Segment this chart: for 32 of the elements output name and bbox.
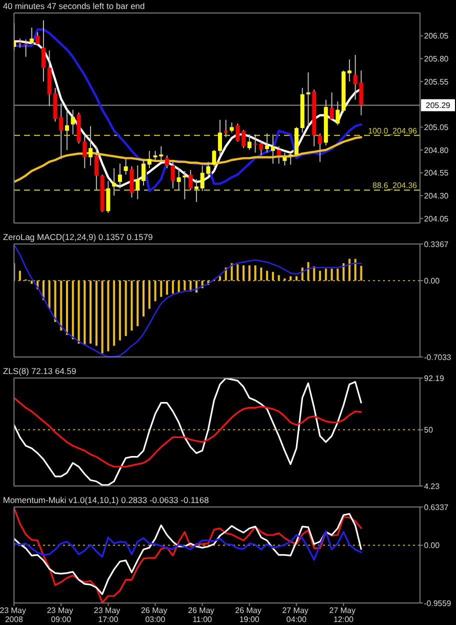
x-tick-label: 26 May 19:00 bbox=[235, 606, 264, 624]
x-tick-label: 26 May 11:00 bbox=[188, 606, 217, 624]
x-tick-label: 23 May 09:00 bbox=[46, 606, 76, 624]
y-tick-label: 204.55 bbox=[424, 168, 450, 178]
y-tick-label: 206.05 bbox=[424, 32, 450, 41]
y-tick-label: -0.9559 bbox=[424, 598, 452, 608]
y-tick-label: 4.23 bbox=[424, 482, 440, 491]
ref-line-label: 100.0_204.96 bbox=[368, 126, 418, 136]
ref-line-label: 205.29 bbox=[426, 101, 451, 110]
x-tick-label: 27 May 12:00 bbox=[329, 606, 358, 624]
y-tick-label: 204.05 bbox=[424, 214, 450, 224]
y-tick-label: 0.6337 bbox=[424, 502, 450, 512]
y-tick-label: -0.7033 bbox=[424, 352, 452, 362]
y-tick-label: 50 bbox=[424, 426, 434, 435]
x-tick-label: 26 May 03:00 bbox=[140, 606, 170, 624]
y-tick-label: 205.55 bbox=[424, 77, 450, 86]
y-tick-label: 0.00 bbox=[424, 541, 440, 550]
ref-line-label: 88.6_204.36 bbox=[372, 181, 418, 190]
y-tick-label: 205.05 bbox=[424, 122, 450, 132]
y-tick-label: 0.3367 bbox=[424, 240, 450, 249]
y-tick-label: 204.80 bbox=[424, 146, 450, 155]
x-tick-label: 23 May 17:00 bbox=[94, 606, 122, 624]
x-tick-label: 27 May 04:00 bbox=[282, 606, 311, 624]
chart-title: ZLS(8) 72.13 64.59 bbox=[3, 366, 76, 376]
y-tick-label: 92.19 bbox=[424, 374, 445, 383]
y-tick-label: 204.30 bbox=[424, 191, 450, 200]
x-tick-label: 23 May 2008 bbox=[0, 606, 28, 624]
chart-title: 40 minutes 47 seconds left to bar end bbox=[3, 1, 145, 11]
chart-title: Momentum-Muki v1.0(14,10,1) 0.2833 -0.0633 -0.1168 bbox=[3, 495, 209, 505]
y-tick-label: 205.80 bbox=[424, 54, 450, 64]
y-tick-label: 0.00 bbox=[424, 276, 440, 286]
chart-title: ZeroLag MACD(12,24,9) 0.1357 0.1579 bbox=[3, 232, 153, 242]
